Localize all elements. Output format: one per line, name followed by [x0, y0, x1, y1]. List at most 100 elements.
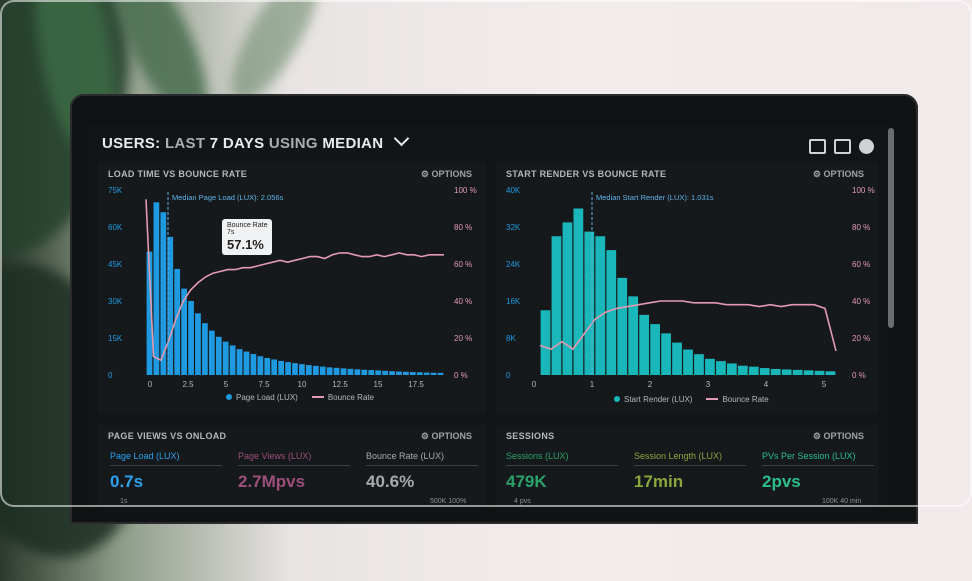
chart-bar	[430, 372, 437, 375]
legend-item[interactable]: Start Render (LUX)	[614, 395, 692, 404]
metric-value: 17min	[634, 472, 684, 491]
x-tick-label: 0	[532, 380, 537, 389]
options-button[interactable]: OPTIONS	[421, 431, 472, 442]
chart-bar	[243, 351, 250, 375]
y-tick-label: 0	[108, 371, 113, 380]
chart-bar	[347, 368, 354, 375]
scrollbar[interactable]	[888, 128, 894, 328]
chart-bar	[803, 370, 814, 375]
panel-title: PAGE VIEWS VS ONLOAD	[108, 431, 227, 441]
x-tick-label: 10	[298, 380, 307, 389]
y2-tick-label: 20 %	[852, 334, 870, 343]
start-render-panel: START RENDER VS BOUNCE RATE OPTIONS 40K 3…	[496, 163, 878, 413]
legend-swatch	[226, 394, 232, 400]
chevron-down-icon[interactable]	[393, 130, 410, 147]
x-tick-label: 17.5	[408, 380, 424, 389]
y-tick-label: 32K	[506, 223, 521, 232]
tooltip-label: Bounce Rate	[227, 222, 268, 229]
chart-bar	[188, 301, 194, 375]
metric-label: Sessions (LUX)	[506, 451, 618, 466]
chart-bar	[628, 296, 639, 375]
x-tick-label: 3	[706, 380, 711, 389]
x-tick-label: 5	[822, 380, 827, 389]
chart-bar	[606, 250, 617, 375]
start-render-chart: 40K 32K 24K 16K 8K 0 100 % 80 % 60 % 40 % 20 % 0 % 0…	[506, 186, 875, 389]
legend-swatch	[706, 398, 719, 400]
share-icon[interactable]	[834, 139, 851, 154]
y-tick-label: 40K	[506, 186, 521, 195]
panel-title: SESSIONS	[506, 431, 555, 441]
metric-value: 40.6%	[366, 472, 415, 491]
chart-bar	[716, 361, 726, 375]
x-tick-label: 12.5	[332, 380, 348, 389]
sessions-panel: SESSIONS OPTIONS Sessions (LUX) 479K 4 p…	[496, 425, 878, 507]
chart-bar	[403, 371, 409, 375]
legend-label: Page Load (LUX)	[236, 393, 298, 402]
options-button[interactable]: OPTIONS	[813, 169, 864, 180]
y-tick-label: 24K	[506, 260, 521, 269]
chart-bar	[167, 236, 174, 375]
metric-value: 2pvs	[762, 472, 801, 491]
chart-bar	[160, 212, 167, 375]
x-tick-label: 2	[648, 380, 653, 389]
options-button[interactable]: OPTIONS	[813, 431, 864, 442]
metric-pvs-per-session: PVs Per Session (LUX) 2pvs 100K 40 min	[762, 451, 874, 505]
toolbar-icons	[809, 139, 874, 154]
metric-sub: 4 pvs	[514, 498, 531, 505]
options-button[interactable]: OPTIONS	[421, 169, 472, 180]
chart-bar	[573, 208, 584, 375]
metric-sessions: Sessions (LUX) 479K 4 pvs	[506, 451, 618, 505]
chart-bar	[726, 363, 737, 375]
chart-bar	[250, 354, 257, 375]
y-tick-label: 15K	[108, 334, 123, 343]
y2-tick-label: 20 %	[454, 334, 472, 343]
chart-bar	[814, 370, 825, 375]
chart-bar	[208, 330, 215, 375]
chart-bar	[437, 372, 444, 375]
median-annotation: Median Start Render (LUX): 1.031s	[596, 193, 714, 202]
metric-bounce-rate: Bounce Rate (LUX) 40.6% 500K 100%	[366, 451, 478, 505]
chart-title: START RENDER VS BOUNCE RATE	[506, 169, 667, 179]
legend-item[interactable]: Page Load (LUX)	[226, 393, 298, 402]
page-title[interactable]: USERS: LAST 7 DAYS USING MEDIAN	[102, 130, 410, 152]
metric-label: Page Load (LUX)	[110, 451, 222, 466]
chart-bar	[683, 349, 693, 375]
metric-page-load: Page Load (LUX) 0.7s 1s	[110, 451, 222, 505]
chart-bar	[299, 364, 305, 375]
chart-bar	[326, 367, 333, 375]
load-time-panel: LOAD TIME VS BOUNCE RATE OPTIONS 75K 60K 4…	[98, 163, 486, 413]
chart-bar	[825, 371, 836, 375]
chart-bar	[617, 277, 628, 375]
monitor-icon[interactable]	[809, 139, 826, 154]
metric-value: 0.7s	[110, 472, 144, 491]
chart-bar	[562, 222, 573, 375]
legend-item[interactable]: Bounce Rate	[706, 395, 769, 404]
y2-tick-label: 0 %	[852, 371, 866, 380]
legend-item[interactable]: Bounce Rate	[311, 393, 374, 402]
metric-page-views: Page Views (LUX) 2.7Mpvs	[238, 451, 350, 492]
metric-sub: 100K 40 min	[822, 498, 862, 505]
chart-bar	[146, 251, 153, 375]
metric-sub: 500K 100%	[430, 498, 467, 505]
y-tick-label: 0	[506, 371, 511, 380]
tooltip-sub: 7s	[227, 229, 235, 236]
y2-tick-label: 100 %	[454, 186, 477, 195]
bounce-rate-tooltip: Bounce Rate 7s 57.1%	[222, 219, 273, 255]
last-label: LAST	[164, 135, 206, 152]
y2-tick-label: 0 %	[454, 371, 468, 380]
metric-session-length: Session Length (LUX) 17min	[634, 451, 746, 492]
chart-bar	[222, 341, 229, 375]
bounce-rate-line	[539, 300, 837, 352]
chart-bar	[333, 367, 340, 375]
chart-bar	[264, 357, 271, 375]
y2-tick-label: 40 %	[852, 297, 870, 306]
legend-label: Start Render (LUX)	[624, 395, 693, 404]
legend-swatch	[614, 396, 620, 402]
y-tick-label: 8K	[506, 334, 516, 343]
users-label: USERS:	[102, 135, 161, 152]
help-icon[interactable]	[859, 139, 874, 154]
median-annotation: Median Page Load (LUX): 2.056s	[172, 193, 284, 202]
chart-bar	[705, 358, 715, 375]
chart-bar	[257, 356, 264, 375]
chart-bar	[153, 202, 160, 375]
